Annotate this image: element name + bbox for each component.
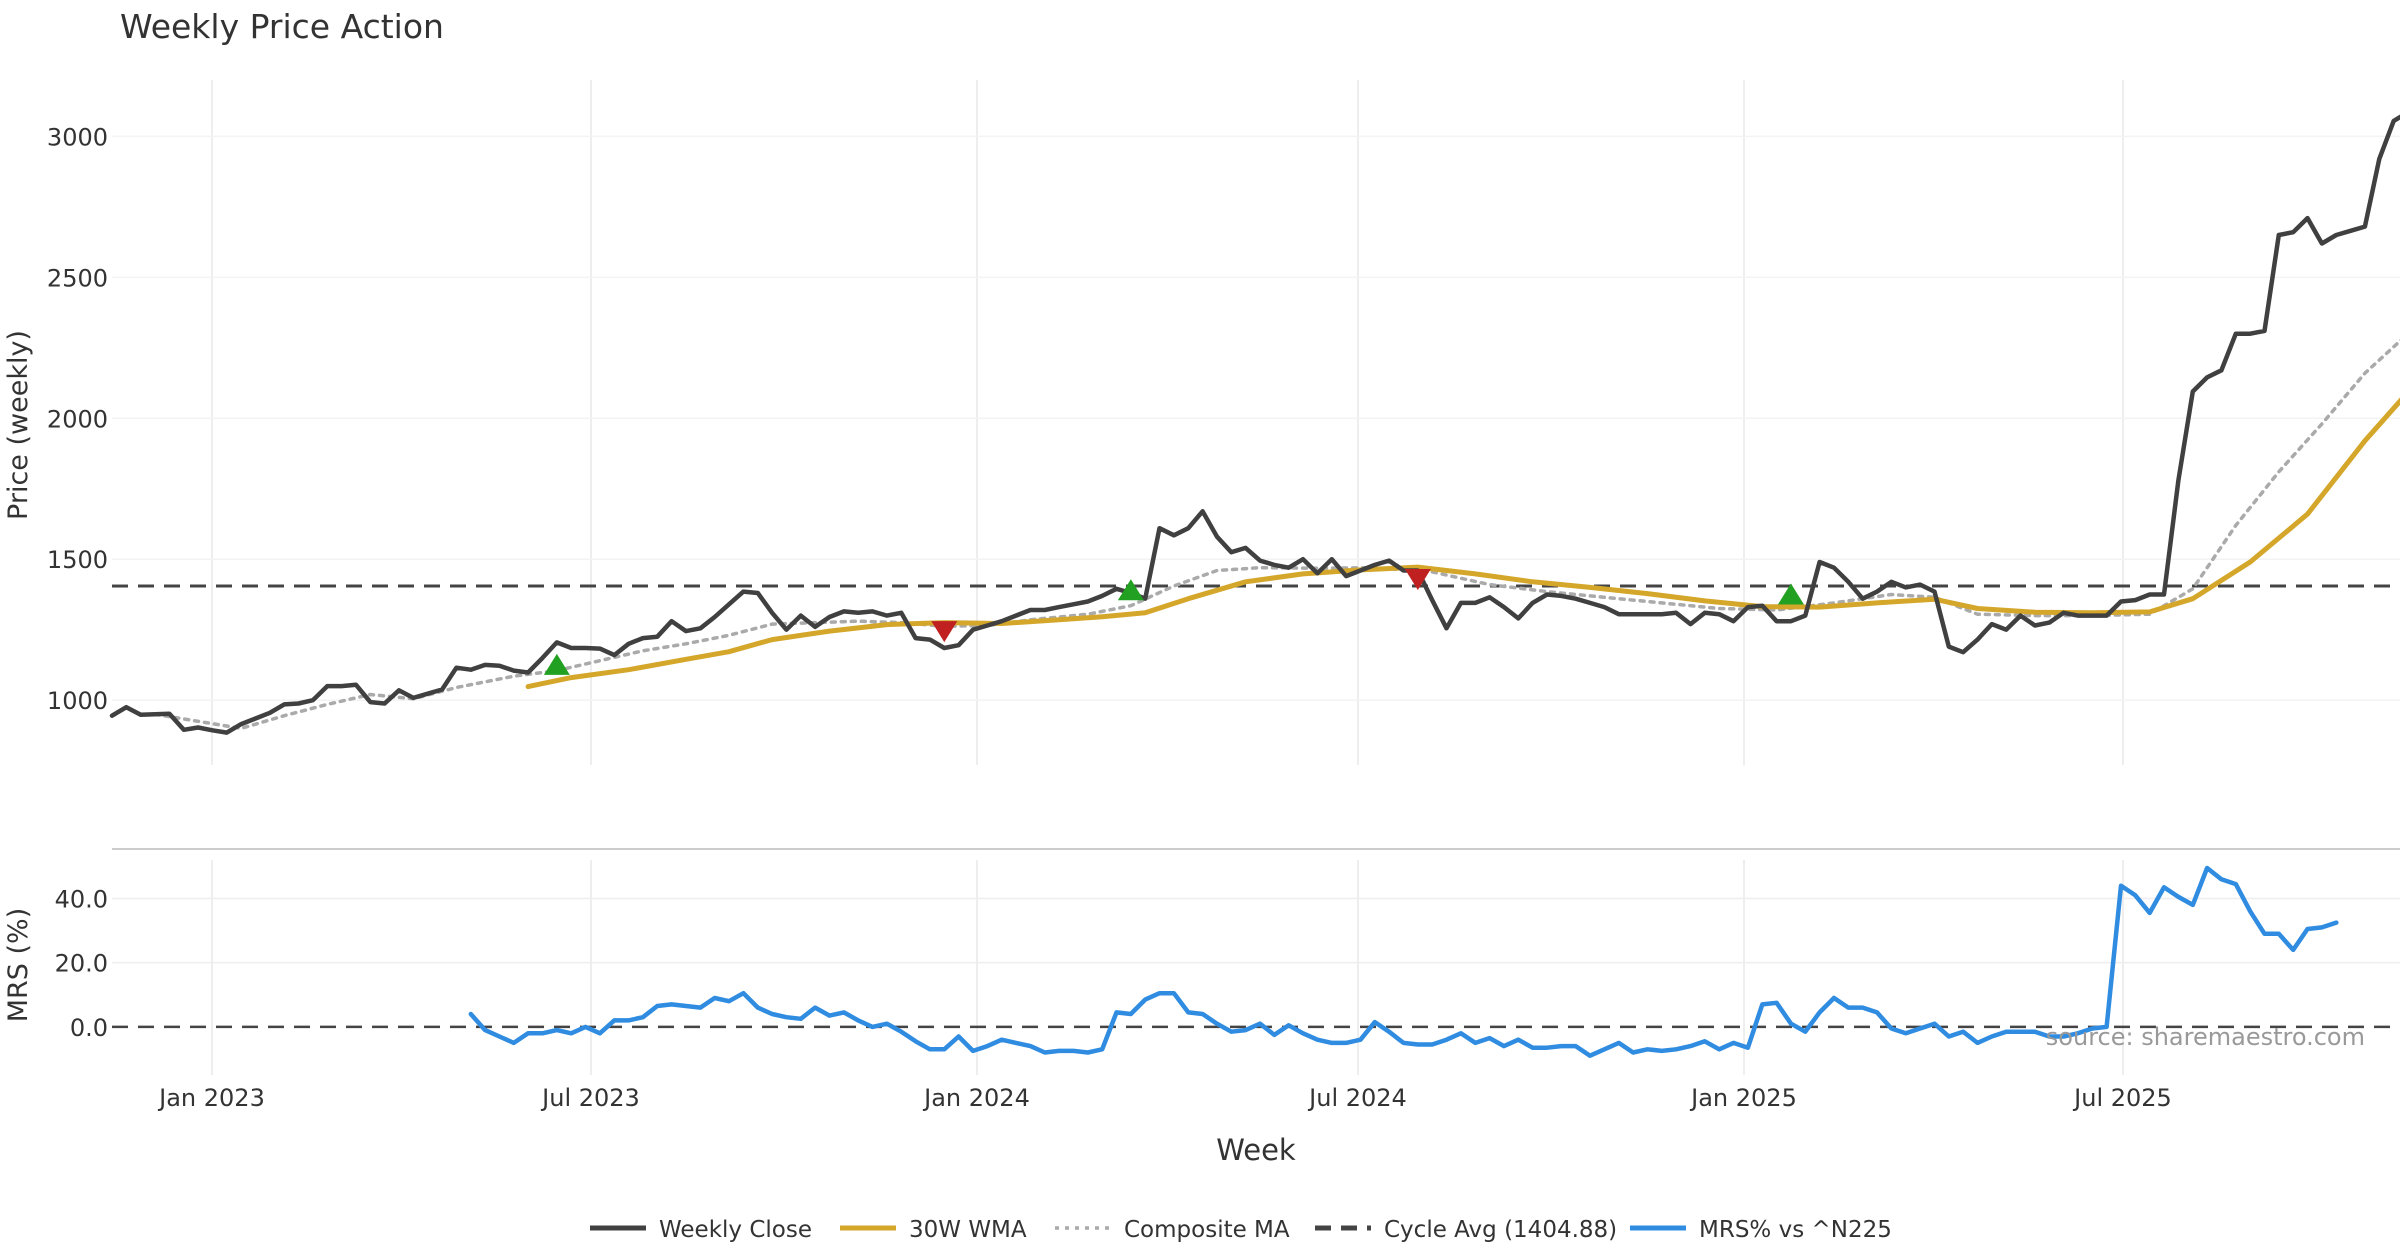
price-panel: 1000 1500 2000 2500 3000 Price (weekly) xyxy=(3,80,2400,765)
x-axis-label: Week xyxy=(1216,1133,1296,1167)
x-tick-label: Jan 2023 xyxy=(157,1084,265,1112)
legend-label-wma: 30W WMA xyxy=(909,1217,1027,1243)
legend-label-mrs: MRS% vs ^N225 xyxy=(1699,1217,1892,1243)
price-tick-label: 3000 xyxy=(47,123,108,151)
x-tick-label: Jul 2024 xyxy=(1307,1084,1407,1112)
mrs-tick-label: 0.0 xyxy=(70,1014,108,1042)
legend: Weekly Close 30W WMA Composite MA Cycle Avg… xyxy=(590,1217,1892,1243)
series-mrs-line xyxy=(468,865,2339,1058)
legend-label-cycle: Cycle Avg (1404.88) xyxy=(1384,1217,1617,1243)
buy-signal-marker xyxy=(1117,579,1144,601)
price-tick-label: 1000 xyxy=(47,687,108,715)
x-tick-label: Jul 2025 xyxy=(2072,1084,2172,1112)
price-tick-label: 2000 xyxy=(47,405,108,433)
legend-label-composite: Composite MA xyxy=(1124,1217,1290,1243)
watermark: source: sharemaestro.com xyxy=(2046,1023,2365,1051)
mrs-tick-label: 20.0 xyxy=(55,950,108,978)
sell-signal-marker xyxy=(1404,568,1431,590)
mrs-tick-label: 40.0 xyxy=(55,886,108,914)
buy-signal-marker xyxy=(543,653,570,675)
x-tick-label: Jul 2023 xyxy=(540,1084,640,1112)
price-tick-label: 1500 xyxy=(47,546,108,574)
mrs-panel: 0.0 20.0 40.0 MRS (%) source: sharemaestro… xyxy=(3,860,2400,1075)
price-tick-label: 2500 xyxy=(47,264,108,292)
series-composite-line xyxy=(153,338,2400,731)
sell-signal-marker xyxy=(931,621,958,643)
x-tick-label: Jan 2024 xyxy=(922,1084,1030,1112)
price-axis-label: Price (weekly) xyxy=(3,330,34,520)
buy-signal-marker xyxy=(1777,583,1804,605)
chart-title: Weekly Price Action xyxy=(120,7,444,46)
legend-label-close: Weekly Close xyxy=(659,1217,812,1243)
x-tick-label: Jan 2025 xyxy=(1689,1084,1797,1112)
mrs-axis-label: MRS (%) xyxy=(3,908,34,1023)
series-wma-line xyxy=(525,397,2400,690)
series-close-line xyxy=(109,114,2400,735)
